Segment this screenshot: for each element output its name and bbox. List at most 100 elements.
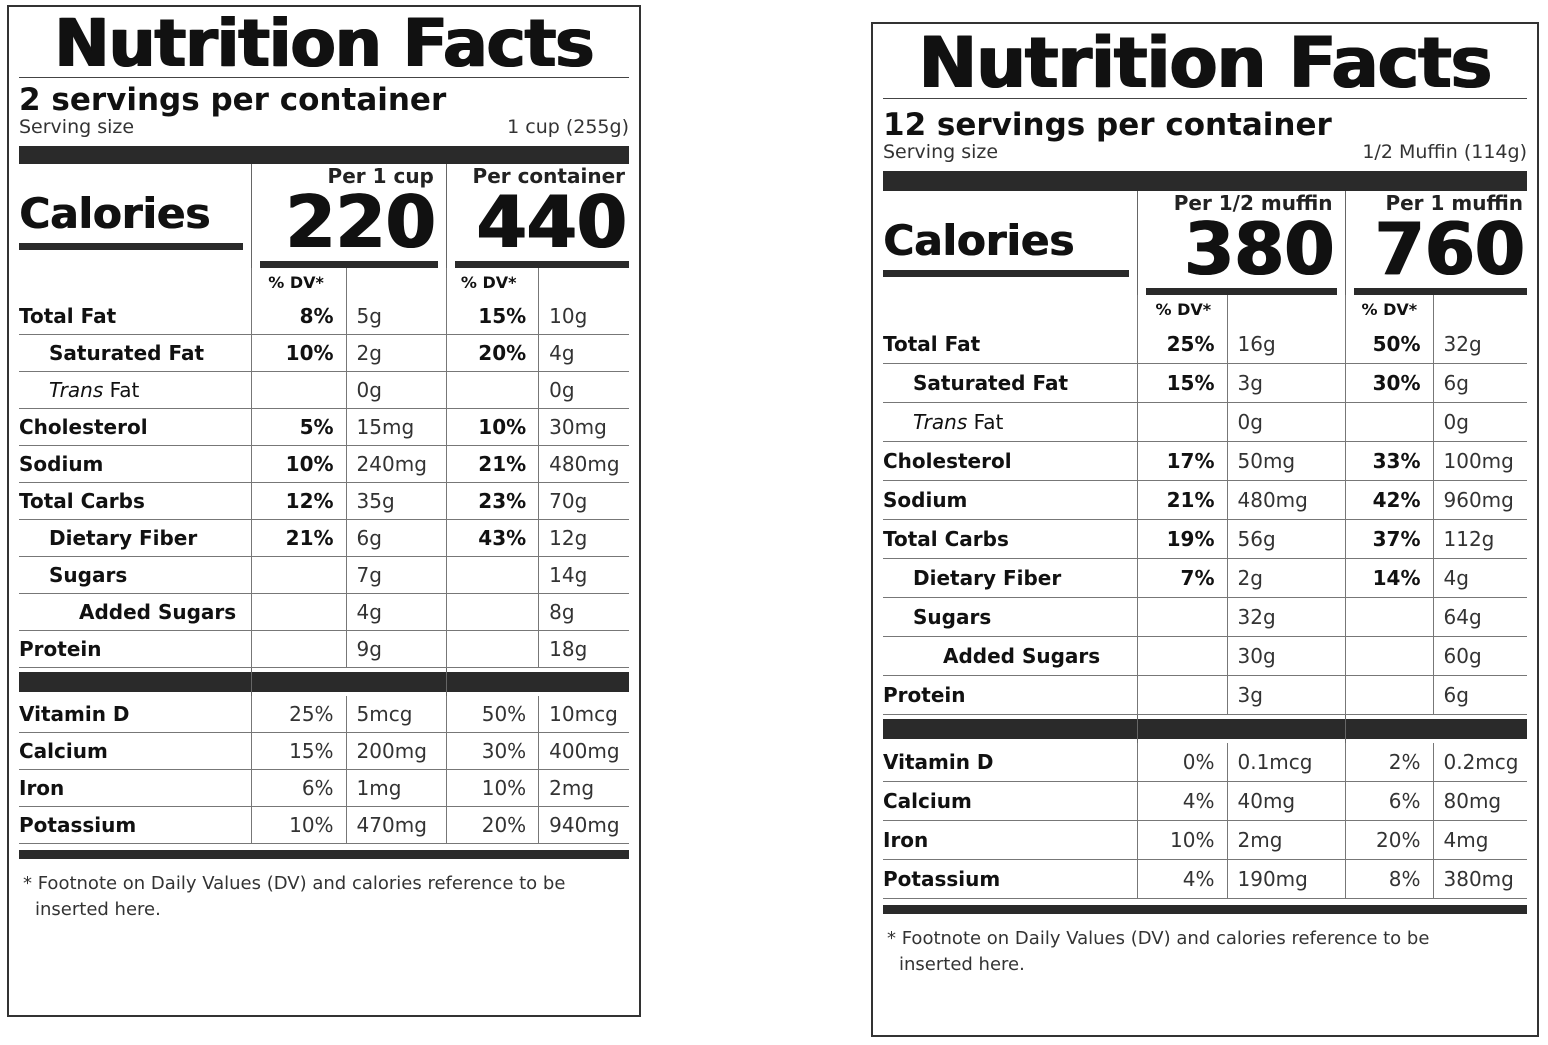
nutrient-row: Added Sugars 4g 8g [19, 593, 629, 631]
daily-value-percent [445, 593, 539, 631]
amount: 7g [345, 556, 447, 594]
daily-value-percent [1344, 675, 1433, 715]
amount: 380mg [1432, 859, 1528, 899]
amount: 6g [1432, 363, 1528, 403]
nutrient-row: Saturated Fat 15% 3g 30% 6g [883, 363, 1528, 403]
nutrient-row: Trans Fat 0g 0g [19, 371, 629, 409]
daily-value-percent: 10% [251, 334, 347, 372]
vitamin-name: Calcium [19, 732, 252, 770]
vitamin-row: Iron 10% 2mg 20% 4mg [883, 820, 1528, 860]
bottom-divider [883, 904, 1527, 914]
footnote-line: * Footnote on Daily Values (DV) and calo… [23, 872, 566, 894]
vitamin-name: Iron [883, 820, 1137, 860]
amount: 3g [1226, 363, 1345, 403]
nutrient-row: Dietary Fiber 7% 2g 14% 4g [883, 558, 1528, 598]
daily-value-percent: 20% [445, 806, 539, 844]
amount: 0.1mcg [1226, 742, 1345, 782]
amount: 112g [1432, 519, 1528, 559]
amount: 400mg [538, 732, 629, 770]
nutrient-row: Added Sugars 30g 60g [883, 636, 1528, 676]
amount: 40mg [1226, 781, 1345, 821]
amount: 200mg [345, 732, 447, 770]
column-header-2: Per 1 muffin [1385, 191, 1524, 216]
nutrient-name: Total Fat [883, 324, 1137, 364]
daily-value-percent: 10% [445, 408, 539, 446]
serving-size-row: Serving size 1 cup (255g) [19, 115, 629, 139]
calories-underline [19, 242, 244, 250]
nutrient-row: Sugars 32g 64g [883, 597, 1528, 637]
nutrient-row: Total Carbs 12% 35g 23% 70g [19, 482, 629, 520]
nutrient-name: Sugars [19, 556, 252, 594]
calories-label: Calories [19, 188, 211, 238]
daily-value-percent: 10% [251, 806, 347, 844]
divider [19, 77, 629, 78]
column-header-1: Per 1 cup [327, 164, 434, 189]
nutrient-row: Saturated Fat 10% 2g 20% 4g [19, 334, 629, 372]
vitamin-name: Vitamin D [19, 695, 252, 733]
amount: 470mg [345, 806, 447, 844]
nutrient-row: Protein 9g 18g [19, 630, 629, 668]
nutrient-name-rest: Fat [103, 377, 140, 402]
amount: 18g [538, 630, 629, 668]
separator-bar [883, 714, 1528, 743]
amount: 50mg [1226, 441, 1345, 481]
thick-divider [19, 146, 629, 165]
calories-value-1: 220 [285, 180, 436, 265]
amount: 960mg [1432, 480, 1528, 520]
amount: 0g [538, 371, 629, 409]
nutrient-name: Total Fat [19, 297, 252, 335]
nutrition-label-1: Nutrition Facts 2 servings per container… [7, 5, 641, 1017]
amount: 8g [538, 593, 629, 631]
nutrient-name-italic: Trans [49, 377, 104, 402]
amount: 4mg [1432, 820, 1528, 860]
calories-underline [1145, 287, 1337, 295]
daily-value-percent: 21% [1136, 480, 1227, 520]
footnote-line: * Footnote on Daily Values (DV) and calo… [887, 927, 1430, 949]
calories-label: Calories [883, 215, 1075, 265]
vitamin-name: Calcium [883, 781, 1137, 821]
daily-value-percent [1136, 675, 1227, 715]
nutrient-row: Trans Fat 0g 0g [883, 402, 1528, 442]
calories-underline [1353, 287, 1528, 295]
amount: 2mg [1226, 820, 1345, 860]
daily-value-percent: 12% [251, 482, 347, 520]
amount: 5mcg [345, 695, 447, 733]
serving-size-label: Serving size [883, 140, 999, 163]
vitamin-row: Calcium 15% 200mg 30% 400mg [19, 732, 629, 770]
footnote: * Footnote on Daily Values (DV) and calo… [883, 926, 1527, 978]
nutrient-row: Cholesterol 17% 50mg 33% 100mg [883, 441, 1528, 481]
amount: 30g [1226, 636, 1345, 676]
nutrient-row: Protein 3g 6g [883, 675, 1528, 715]
dv-header: % DV* [251, 267, 347, 298]
amount: 100mg [1432, 441, 1528, 481]
daily-value-percent [1344, 636, 1433, 676]
calories-value-2: 440 [476, 180, 627, 265]
daily-value-percent: 23% [445, 482, 539, 520]
daily-value-percent: 5% [251, 408, 347, 446]
serving-size-label: Serving size [19, 115, 135, 138]
nutrient-name: Sodium [883, 480, 1137, 520]
vitamin-row: Potassium 10% 470mg 20% 940mg [19, 806, 629, 844]
nutrient-name: Cholesterol [883, 441, 1137, 481]
label-title: Nutrition Facts [918, 22, 1493, 104]
nutrient-name: Total Carbs [19, 482, 252, 520]
amount: 30mg [538, 408, 629, 446]
nutrient-name: Dietary Fiber [883, 558, 1137, 598]
dv-header: % DV* [1344, 294, 1433, 325]
vitamin-row: Calcium 4% 40mg 6% 80mg [883, 781, 1528, 821]
amount: 190mg [1226, 859, 1345, 899]
daily-value-percent [1136, 597, 1227, 637]
daily-value-percent: 30% [445, 732, 539, 770]
daily-value-percent: 19% [1136, 519, 1227, 559]
amount: 6g [1432, 675, 1528, 715]
divider [883, 98, 1527, 99]
vitamin-row: Potassium 4% 190mg 8% 380mg [883, 859, 1528, 899]
daily-value-percent: 6% [1344, 781, 1433, 821]
daily-value-percent: 6% [251, 769, 347, 807]
amount: 4g [1432, 558, 1528, 598]
amount: 14g [538, 556, 629, 594]
nutrient-row: Total Fat 8% 5g 15% 10g [19, 297, 629, 335]
daily-value-percent [251, 371, 347, 409]
label-title: Nutrition Facts [54, 5, 594, 82]
amount: 2mg [538, 769, 629, 807]
